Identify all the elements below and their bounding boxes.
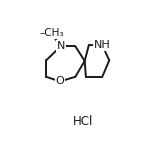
Text: HCl: HCl: [73, 115, 94, 128]
Text: NH: NH: [94, 40, 111, 50]
Text: N: N: [57, 41, 65, 51]
Text: O: O: [56, 76, 65, 86]
Text: –CH₃: –CH₃: [39, 28, 64, 38]
